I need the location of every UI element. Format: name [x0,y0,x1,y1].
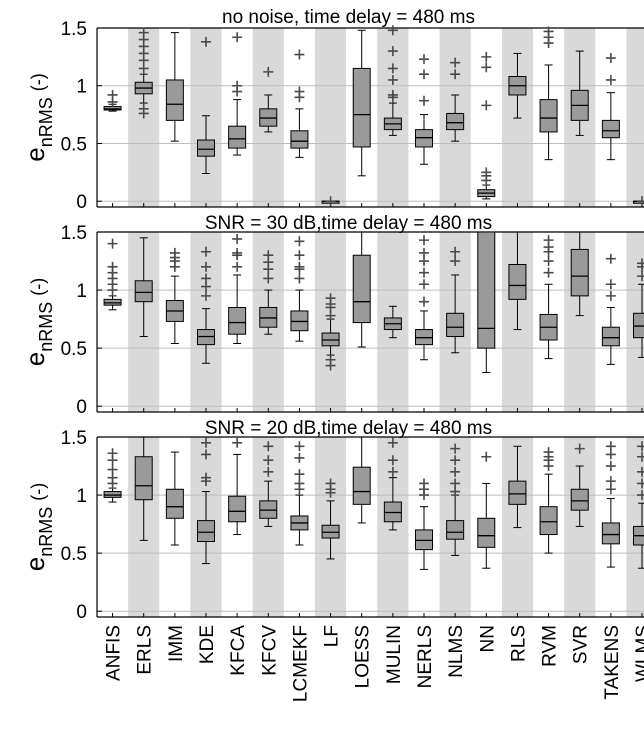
category-band [564,437,595,617]
iqr-box [602,523,619,544]
iqr-box [166,489,183,518]
y-tick-label: 1 [76,486,87,507]
x-category-label: KDE [197,625,218,664]
iqr-box [135,281,152,302]
panel-title: SNR = 20 dB,time delay = 480 ms [205,418,492,439]
y-axis-label-sub: nRMS [36,507,56,557]
iqr-box [509,265,526,300]
x-category-label: SVR [571,625,592,664]
iqr-box [229,126,246,148]
iqr-box [198,140,215,156]
y-axis-label-main: e [20,352,50,366]
y-axis-label-main: e [20,147,50,161]
y-axis-label-unit: (-) [28,483,48,501]
iqr-box [602,120,619,137]
y-axis-label-main: e [20,557,50,571]
x-category-label: ERLS [135,625,156,675]
y-axis-label-unit: (-) [28,278,48,296]
x-category-label: NN [477,625,498,652]
x-category-label: ANFIS [104,625,125,681]
y-tick-label: 0.5 [61,544,87,565]
iqr-box [291,131,308,148]
y-tick-label: 1 [76,77,87,98]
x-category-label: LCMEKF [290,625,311,702]
iqr-box [229,496,246,522]
iqr-box [353,255,370,322]
x-category-label: NLMS [446,625,467,678]
panel-title: SNR = 30 dB,time delay = 480 ms [205,213,492,234]
iqr-box [478,232,495,348]
iqr-box [447,113,464,129]
iqr-box [135,457,152,500]
category-band [315,28,346,207]
y-tick-label: 1.5 [61,19,87,40]
iqr-box [447,313,464,336]
x-category-label: MULIN [384,625,405,684]
iqr-box [447,521,464,540]
x-category-label: IMM [166,625,187,662]
y-axis-label-sub: nRMS [36,302,56,352]
y-axis-label-unit: (-) [28,73,48,91]
panel-title: no noise, time delay = 480 ms [222,7,475,28]
x-category-label: RLS [508,625,529,662]
iqr-box [540,100,557,132]
iqr-box [602,327,619,346]
iqr-box [540,507,557,535]
y-tick-label: 1.5 [61,428,87,449]
y-tick-label: 1.5 [61,223,87,244]
y-tick-label: 0.5 [61,134,87,155]
y-tick-label: 0 [76,397,87,418]
iqr-box [198,521,215,542]
x-category-label: LF [322,625,343,647]
y-tick-label: 0.5 [61,339,87,360]
iqr-box [571,249,588,295]
category-band [626,28,644,207]
iqr-box [166,80,183,120]
iqr-box [571,489,588,510]
x-category-label: KFCA [228,625,249,676]
x-category-label: RVM [540,625,561,667]
y-axis-label-sub: nRMS [36,97,56,147]
x-category-label: NERLS [415,625,436,688]
x-category-label: LOESS [353,625,374,688]
iqr-box [353,68,370,147]
x-category-label: WLMS [633,625,644,682]
y-tick-label: 0 [76,192,87,213]
iqr-box [509,481,526,504]
y-tick-label: 0 [76,602,87,623]
iqr-box [478,518,495,547]
iqr-box [353,467,370,504]
x-category-label: TAKENS [602,625,623,700]
iqr-box [229,307,246,334]
y-tick-label: 1 [76,281,87,302]
x-category-label: KFCV [259,625,280,676]
